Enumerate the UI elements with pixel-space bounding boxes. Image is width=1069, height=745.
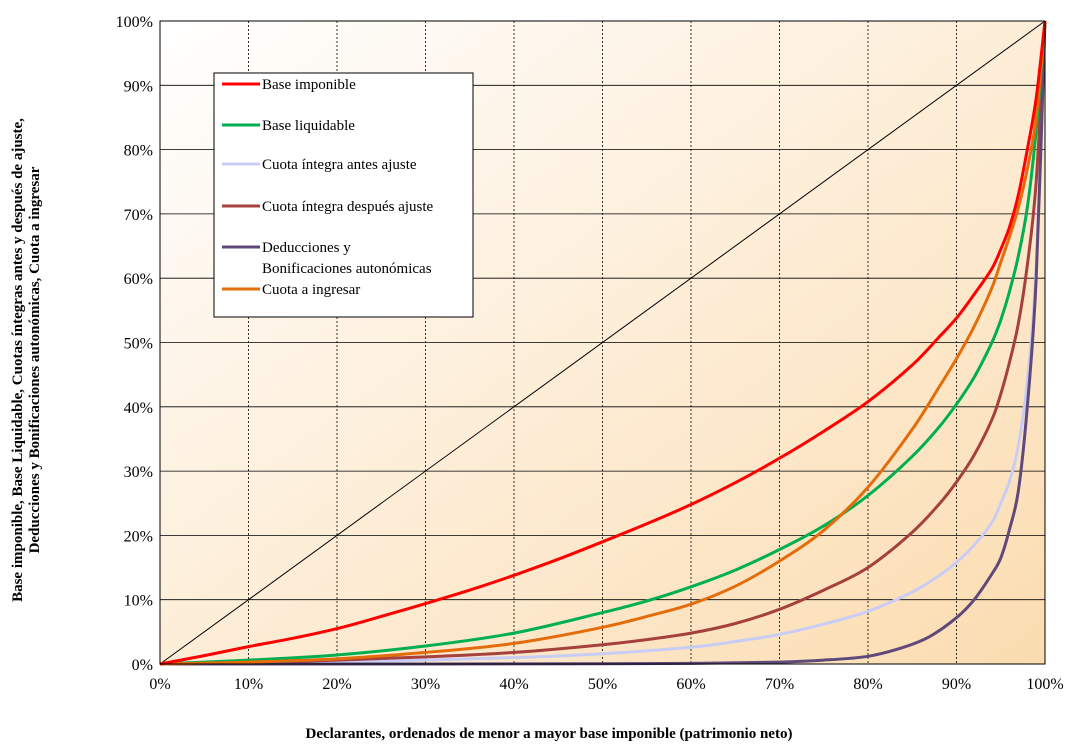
x-tick-label: 20% — [322, 676, 351, 693]
y-tick-label: 70% — [124, 207, 153, 224]
equality-diagonal-line — [159, 20, 1046, 665]
x-tick-label: 50% — [588, 676, 617, 693]
equality-line — [159, 20, 1046, 665]
y-axis-title: Base imponible, Base Liquidable, Cuotas … — [10, 118, 43, 602]
y-tick-label: 90% — [124, 78, 153, 95]
y-tick-label: 40% — [124, 400, 153, 417]
series-line-cuota-a-ingresar — [159, 20, 1047, 666]
y-axis-title-line-2: Deducciones y Bonificaciones autonómicas… — [27, 166, 43, 553]
y-axis-title-line-1: Base imponible, Base Liquidable, Cuotas … — [10, 118, 26, 602]
x-tick-label: 70% — [765, 676, 794, 693]
legend-label: Cuota a ingresar — [262, 282, 360, 298]
y-tick-label: 20% — [124, 528, 153, 545]
x-tick-label: 0% — [149, 676, 170, 693]
series-line-base-liquidable — [159, 20, 1047, 666]
y-tick-label: 10% — [124, 593, 153, 610]
legend-label: Base imponible — [262, 77, 356, 93]
legend-label: Base liquidable — [262, 118, 355, 134]
y-tick-label: 80% — [124, 143, 153, 160]
x-tick-label: 80% — [853, 676, 882, 693]
y-tick-label: 100% — [116, 14, 153, 31]
y-tick-label: 60% — [124, 271, 153, 288]
x-axis-title: Declarantes, ordenados de menor a mayor … — [306, 726, 793, 742]
legend: Base imponible Base liquidable Cuota ínteg… — [213, 72, 474, 318]
y-tick-label: 0% — [132, 657, 153, 674]
series-line-cuota-integra-antes-ajuste — [159, 20, 1047, 666]
x-tick-label: 30% — [411, 676, 440, 693]
x-tick-label: 90% — [942, 676, 971, 693]
y-tick-label: 50% — [124, 336, 153, 353]
legend-label: Cuota íntegra antes ajuste — [262, 157, 417, 173]
series-line-cuota-integra-despues-ajuste — [159, 20, 1047, 666]
x-tick-labels: 0% 10% 20% 30% 40% 50% 60% 70% 80% 90% 100% — [149, 676, 1063, 693]
legend-box — [213, 72, 474, 318]
plot-border — [159, 20, 1046, 665]
legend-label: Cuota íntegra después ajuste — [262, 199, 434, 215]
legend-label: Bonificaciones autonómicas — [262, 261, 432, 277]
y-tick-labels: 0% 10% 20% 30% 40% 50% 60% 70% 80% 90% 100% — [116, 14, 153, 674]
legend-label: Deducciones y — [262, 240, 351, 256]
x-tick-label: 40% — [499, 676, 528, 693]
y-tick-label: 30% — [124, 464, 153, 481]
x-tick-label: 100% — [1026, 676, 1063, 693]
x-tick-label: 60% — [676, 676, 705, 693]
x-tick-label: 10% — [234, 676, 263, 693]
series-line-base-imponible — [159, 20, 1047, 666]
